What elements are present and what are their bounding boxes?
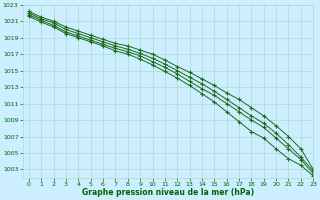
X-axis label: Graphe pression niveau de la mer (hPa): Graphe pression niveau de la mer (hPa) bbox=[82, 188, 254, 197]
